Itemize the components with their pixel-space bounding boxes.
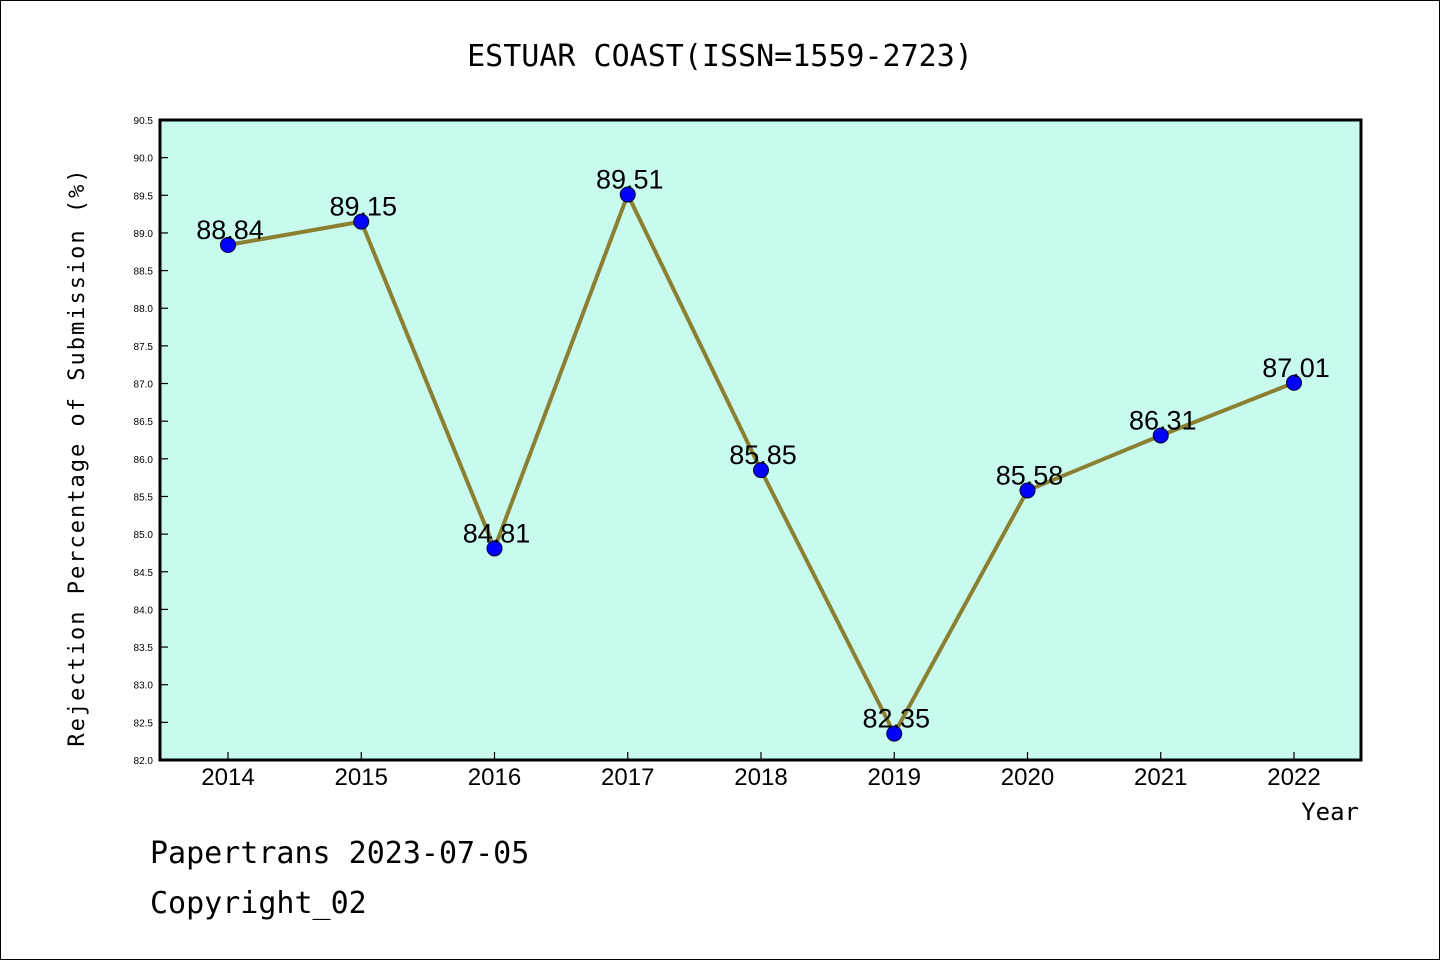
x-axis: 2014 2015 2016 2017 2018 2019 2020 2021 2022 xyxy=(201,752,1321,791)
y-axis: 82.0 82.5 83.0 83.5 84.0 84.5 85.0 85.5 86.0 86.5… xyxy=(134,116,168,767)
data-point xyxy=(886,725,903,742)
x-tick-label: 2019 xyxy=(868,764,921,791)
x-tick-label: 2018 xyxy=(734,764,787,791)
footer-copyright: Copyright_02 xyxy=(150,886,367,921)
data-point xyxy=(1286,374,1302,391)
data-label: 89.15 xyxy=(329,192,397,222)
x-tick-label: 2016 xyxy=(468,764,521,791)
x-tick-label: 2014 xyxy=(201,764,254,791)
data-label: 84.81 xyxy=(463,518,531,548)
data-label: 85.58 xyxy=(996,460,1064,490)
data-points xyxy=(220,186,1302,742)
x-tick-label: 2017 xyxy=(601,764,654,791)
x-axis-label: Year xyxy=(1301,798,1359,826)
data-point xyxy=(1152,427,1169,444)
data-label: 88.84 xyxy=(196,215,264,245)
data-point xyxy=(619,186,636,203)
y-tick-label: 85.0 xyxy=(134,530,154,541)
data-label: 82.35 xyxy=(862,704,930,734)
y-tick-label: 88.0 xyxy=(134,304,154,315)
data-label: 85.85 xyxy=(729,440,797,470)
data-labels: 88.84 89.15 84.81 89.51 85.85 82.35 85.58 86.31… xyxy=(196,165,1330,734)
y-tick-label: 89.5 xyxy=(134,191,154,202)
data-label: 89.51 xyxy=(596,165,664,195)
y-tick-label: 87.5 xyxy=(134,342,154,353)
x-tick-label: 2020 xyxy=(1001,764,1054,791)
data-point xyxy=(753,462,769,479)
y-tick-label: 82.5 xyxy=(134,718,154,729)
x-tick-label: 2015 xyxy=(335,764,388,791)
x-tick-label: 2021 xyxy=(1134,764,1187,791)
y-tick-label: 86.0 xyxy=(134,455,154,466)
x-tick-label: 2022 xyxy=(1267,764,1320,791)
data-point xyxy=(486,540,503,557)
data-label: 87.01 xyxy=(1262,353,1330,383)
data-point xyxy=(220,236,236,253)
y-tick-label: 84.0 xyxy=(134,605,154,616)
y-tick-label: 82.0 xyxy=(134,756,154,767)
y-axis-label: Rejection Percentage of Submission (%) xyxy=(65,167,90,746)
data-point xyxy=(353,213,370,230)
y-tick-label: 87.0 xyxy=(134,380,154,391)
y-tick-label: 84.5 xyxy=(134,568,154,579)
y-tick-label: 86.5 xyxy=(134,417,154,428)
data-point xyxy=(1019,482,1036,499)
footer-date: Papertrans 2023-07-05 xyxy=(150,836,529,871)
y-tick-label: 83.5 xyxy=(134,643,154,654)
y-tick-label: 85.5 xyxy=(134,492,154,503)
y-tick-label: 90.5 xyxy=(134,116,154,127)
data-label: 86.31 xyxy=(1129,405,1197,435)
y-tick-label: 89.0 xyxy=(134,229,154,240)
y-tick-label: 90.0 xyxy=(134,154,154,165)
y-tick-label: 83.0 xyxy=(134,681,154,692)
chart-title: ESTUAR COAST(ISSN=1559-2723) xyxy=(467,39,973,74)
y-tick-label: 88.5 xyxy=(134,267,154,278)
